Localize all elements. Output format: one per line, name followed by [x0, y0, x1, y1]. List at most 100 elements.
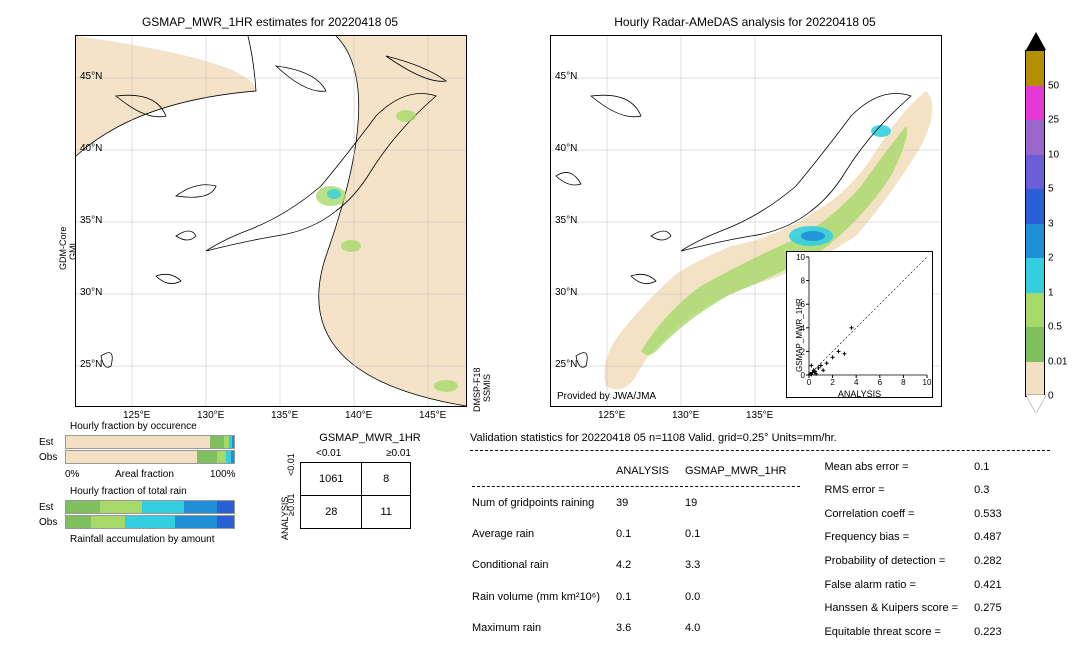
bar-seg [217, 451, 225, 463]
vt-cell: 0.1 [616, 583, 683, 612]
mt-cell: Frequency bias = [824, 527, 972, 549]
colorbar-seg [1026, 189, 1044, 224]
bar-seg [66, 501, 100, 513]
lon-tick: 135°E [746, 410, 773, 421]
bar-label: Obs [39, 452, 61, 463]
metrics-table: Mean abs error =0.1RMS error =0.3Correla… [822, 455, 1017, 645]
colorbar-tick: 50 [1048, 80, 1059, 91]
vt-cell: 4.0 [685, 614, 800, 643]
vt-cell: Maximum rain [472, 614, 614, 643]
lat-tick: 25°N [555, 359, 577, 370]
mt-cell: 0.282 [974, 551, 1016, 573]
colorbar-seg [1026, 362, 1044, 397]
vt-header: GSMAP_MWR_1HR [685, 457, 800, 488]
validation-block: Validation statistics for 20220418 05 n=… [470, 430, 1050, 645]
bar-seg [217, 516, 234, 528]
mt-cell: 0.223 [974, 622, 1016, 644]
bar-seg [175, 516, 217, 528]
ct-row0: <0.01 [286, 453, 296, 476]
bar-row [65, 500, 235, 514]
swath-shade2 [76, 36, 256, 156]
svg-text:0: 0 [801, 371, 806, 380]
validation-table: ANALYSISGSMAP_MWR_1HR Num of gridpoints r… [470, 455, 802, 645]
vt-cell: Num of gridpoints raining [472, 489, 614, 518]
mt-cell: 0.275 [974, 598, 1016, 620]
vt-cell: 0.1 [685, 520, 800, 549]
colorbar-seg [1026, 155, 1044, 190]
bars2-title: Hourly fraction of total rain [70, 486, 187, 497]
sat-label: DMSP-F18 [472, 367, 482, 412]
ct-row1: ≥0.01 [286, 494, 296, 516]
bar-seg [197, 451, 217, 463]
axis-l: 0% [65, 469, 79, 480]
bar-seg [232, 436, 234, 448]
scatter-xlabel: ANALYSIS [787, 389, 932, 399]
mt-cell: 0.3 [974, 480, 1016, 502]
left-map-title: GSMAP_MWR_1HR estimates for 20220418 05 [75, 15, 465, 29]
mt-cell: Equitable threat score = [824, 622, 972, 644]
colorbar-seg [1026, 293, 1044, 328]
bar-seg [231, 451, 234, 463]
lon-tick: 145°E [419, 410, 446, 421]
colorbar-tick: 2 [1048, 253, 1054, 264]
colorbar-tick: 3 [1048, 218, 1054, 229]
colorbar-tick: 25 [1048, 115, 1059, 126]
mt-cell: False alarm ratio = [824, 575, 972, 597]
lat-tick: 35°N [80, 215, 102, 226]
bar-label: Est [39, 437, 61, 448]
colorbar-seg [1026, 86, 1044, 121]
lon-tick: 140°E [345, 410, 372, 421]
bar-seg [217, 501, 234, 513]
colorbar-seg [1026, 51, 1044, 86]
bar-seg [66, 516, 91, 528]
bar-seg [184, 501, 218, 513]
bar-seg [66, 451, 197, 463]
vt-header [472, 457, 614, 488]
vt-cell: 19 [685, 489, 800, 518]
sat-label: GMI [68, 243, 78, 260]
right-map: 00224466881010 ANALYSIS GSMAP_MWR_1HR Pr… [550, 35, 942, 407]
colorbar-seg [1026, 258, 1044, 293]
vt-cell: 3.3 [685, 552, 800, 581]
colorbar-tick: 0 [1048, 391, 1054, 402]
colorbar-tick: 0.5 [1048, 322, 1062, 333]
ct-cell: 1061 [301, 463, 362, 496]
bars1-title: Hourly fraction by occurence [70, 421, 197, 432]
mt-cell: Probability of detection = [824, 551, 972, 573]
mt-cell: 0.487 [974, 527, 1016, 549]
vt-cell: 0.1 [616, 520, 683, 549]
provider-text: Provided by JWA/JMA [557, 391, 656, 402]
svg-text:10: 10 [796, 253, 805, 262]
svg-text:2: 2 [830, 378, 835, 387]
colorbar-seg [1026, 327, 1044, 362]
bar-row [65, 450, 235, 464]
lon-tick: 130°E [672, 410, 699, 421]
lat-tick: 45°N [555, 71, 577, 82]
svg-text:8: 8 [801, 277, 806, 286]
svg-text:6: 6 [878, 378, 883, 387]
vt-cell: Average rain [472, 520, 614, 549]
bar-label: Obs [39, 517, 61, 528]
colorbar-seg [1026, 224, 1044, 259]
sat-label: GDM-Core [58, 226, 68, 270]
bars3-title: Rainfall accumulation by amount [70, 534, 215, 545]
lat-tick: 35°N [555, 215, 577, 226]
bar-seg [91, 516, 125, 528]
lat-tick: 45°N [80, 71, 102, 82]
vt-header: ANALYSIS [616, 457, 683, 488]
vt-cell: Conditional rain [472, 552, 614, 581]
scatter-svg: 00224466881010 [787, 252, 932, 397]
bar-seg [142, 501, 184, 513]
bar-seg [66, 436, 210, 448]
bar-label: Est [39, 502, 61, 513]
fraction-bars-1: Hourly fraction by occurence EstObs 0% A… [65, 435, 235, 465]
bar-seg [210, 436, 223, 448]
vt-cell: 0.0 [685, 583, 800, 612]
left-map-svg [76, 36, 466, 406]
validation-header: Validation statistics for 20220418 05 n=… [470, 430, 1050, 451]
contingency-col-title: GSMAP_MWR_1HR [295, 432, 445, 444]
svg-text:10: 10 [923, 378, 932, 387]
bar-row [65, 435, 235, 449]
vt-cell: 39 [616, 489, 683, 518]
contingency-table: 106182811 [300, 462, 411, 529]
